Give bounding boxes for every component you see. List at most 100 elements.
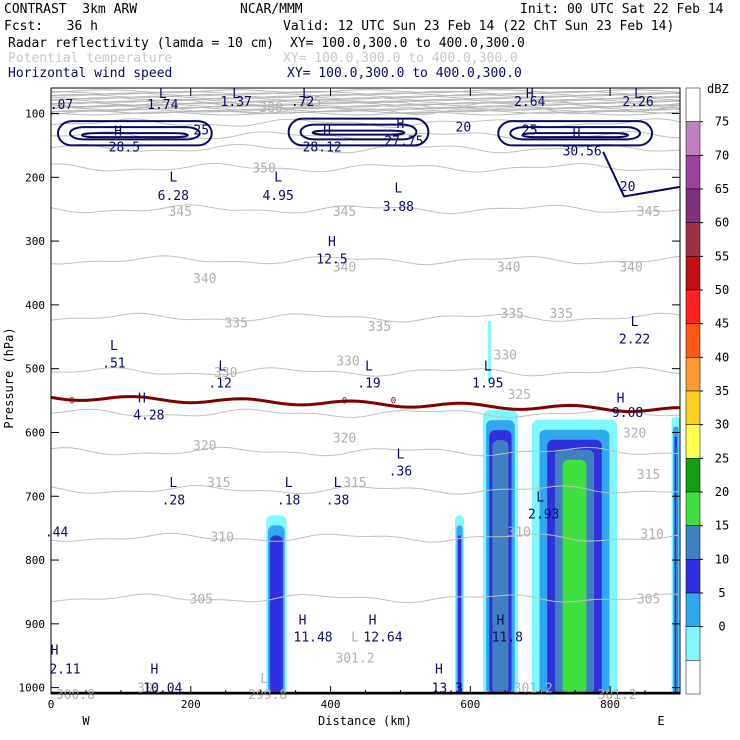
wind-label: H [573, 127, 581, 142]
field-theta-xy: XY= 100.0,300.0 to 400.0,300.0 [283, 51, 518, 66]
wind-label: 12.5 [316, 252, 347, 267]
theta-label: 315 [207, 476, 230, 491]
theta-label: 310 [210, 530, 233, 545]
wind-label: 20 [620, 180, 636, 195]
wind-label: .28 [162, 493, 185, 508]
wind-label: L [274, 171, 282, 186]
wind-label: L [631, 315, 639, 330]
theta-contour [50, 484, 681, 495]
wind-label: 3.88 [383, 200, 414, 215]
wind-label: 28.12 [303, 141, 342, 156]
field-theta-name: Potential temperature [8, 51, 173, 66]
wind-contour [68, 126, 201, 141]
theta-label: 305 [637, 592, 660, 607]
theta-label: 301 [137, 682, 160, 697]
theta-contour-dense [50, 95, 681, 100]
wind-label: 10.04 [143, 682, 182, 697]
wind-label: 20 [456, 120, 472, 135]
wind-label: 25 [193, 123, 209, 138]
freezing-level-line [50, 395, 681, 414]
theta-contour [50, 366, 681, 377]
theta-label: 385 [298, 95, 321, 110]
wind-label: .07 [50, 98, 73, 113]
theta-contour [50, 143, 681, 154]
colorbar-swatch [685, 390, 701, 425]
wind-label: .38 [326, 493, 349, 508]
wind-label: 9.08 [612, 406, 643, 421]
wind-label: 28.5 [109, 141, 140, 156]
wind-label: L [110, 339, 118, 354]
x-axis-title: Distance (km) [318, 714, 412, 728]
valid-time: Valid: 12 UTC Sun 23 Feb 14 (22 ChT Sun … [283, 19, 675, 34]
theta-label: 345 [637, 205, 660, 220]
wind-label: 1.74 [147, 98, 178, 113]
colorbar-swatch [685, 256, 701, 291]
reflectivity-cell [562, 459, 587, 694]
reflectivity-cell [269, 535, 283, 694]
theta-contour [50, 255, 681, 266]
y-tick-label: 200 [25, 171, 45, 184]
theta-contour [50, 312, 681, 323]
x-tick-label: 0 [48, 698, 55, 711]
wind-label: 11.48 [294, 631, 333, 646]
colorbar-label: 5 [718, 586, 725, 600]
wind-contour [80, 132, 189, 139]
init-time: Init: 00 UTC Sat 22 Feb 14 [520, 2, 724, 17]
theta-label: 335 [368, 320, 391, 335]
theta-label: 320 [333, 432, 356, 447]
theta-label: 380 [259, 101, 282, 116]
theta-contour [50, 532, 681, 543]
wind-label: 13.3 [432, 682, 463, 697]
y-tick-label: 800 [25, 554, 45, 567]
colorbar-unit: dBZ [707, 82, 729, 96]
wind-contour [287, 117, 430, 147]
wind-contour [521, 132, 630, 139]
wind-label: H [369, 613, 377, 628]
wind-label: H [299, 613, 307, 628]
wind-label: L [169, 171, 177, 186]
wind-label: 1.37 [221, 95, 252, 110]
colorbar-label: 65 [715, 182, 729, 196]
wind-contour [299, 123, 418, 141]
theta-label: 325 [508, 388, 531, 403]
field-wind-xy: XY= 100.0,300.0 to 400.0,300.0 [287, 66, 522, 81]
wind-label: 2.93 [528, 507, 559, 522]
wind-label: .51 [102, 356, 125, 371]
theta-label: 305 [190, 592, 213, 607]
theta-contour-dense [50, 109, 681, 114]
wind-label: L [285, 476, 293, 491]
wind-label: H [323, 125, 331, 140]
theta-label: 330 [214, 366, 237, 381]
theta-label: 310 [508, 525, 531, 540]
wind-label: H [435, 662, 443, 677]
colorbar-swatch [685, 222, 701, 257]
field-reflectivity-xy: XY= 100.0,300.0 to 400.0,300.0 [290, 36, 525, 51]
wind-label: 12.64 [363, 631, 402, 646]
wind-label: .19 [357, 377, 380, 392]
x-end-label-east: E [657, 714, 664, 728]
wind-label: 25 [522, 123, 538, 138]
wind-label: L [536, 490, 544, 505]
wind-label: 4.95 [262, 189, 293, 204]
colorbar-label: 0 [718, 620, 725, 634]
theta-label: 345 [333, 205, 356, 220]
wind-contour [311, 129, 406, 136]
colorbar-label: 30 [715, 418, 729, 432]
wind-label: H [617, 391, 625, 406]
wind-label: .44 [45, 525, 69, 540]
theta-label: 330 [336, 354, 359, 369]
x-tick-label: 800 [600, 698, 620, 711]
wind-label: L [302, 87, 310, 102]
wind-label: 30.56 [563, 145, 602, 160]
theta-label: 335 [224, 317, 247, 332]
reflectivity-cell [676, 446, 679, 694]
wind-label: L [159, 87, 167, 102]
theta-label: 310 [640, 527, 663, 542]
colorbar-label: 55 [715, 249, 729, 263]
wind-label: 2.64 [514, 95, 545, 110]
theta-label: 350 [252, 162, 275, 177]
colorbar-swatch [685, 592, 701, 627]
wind-label: 11.8 [492, 631, 523, 646]
wind-label: H [138, 391, 146, 406]
colorbar-swatch [685, 491, 701, 526]
